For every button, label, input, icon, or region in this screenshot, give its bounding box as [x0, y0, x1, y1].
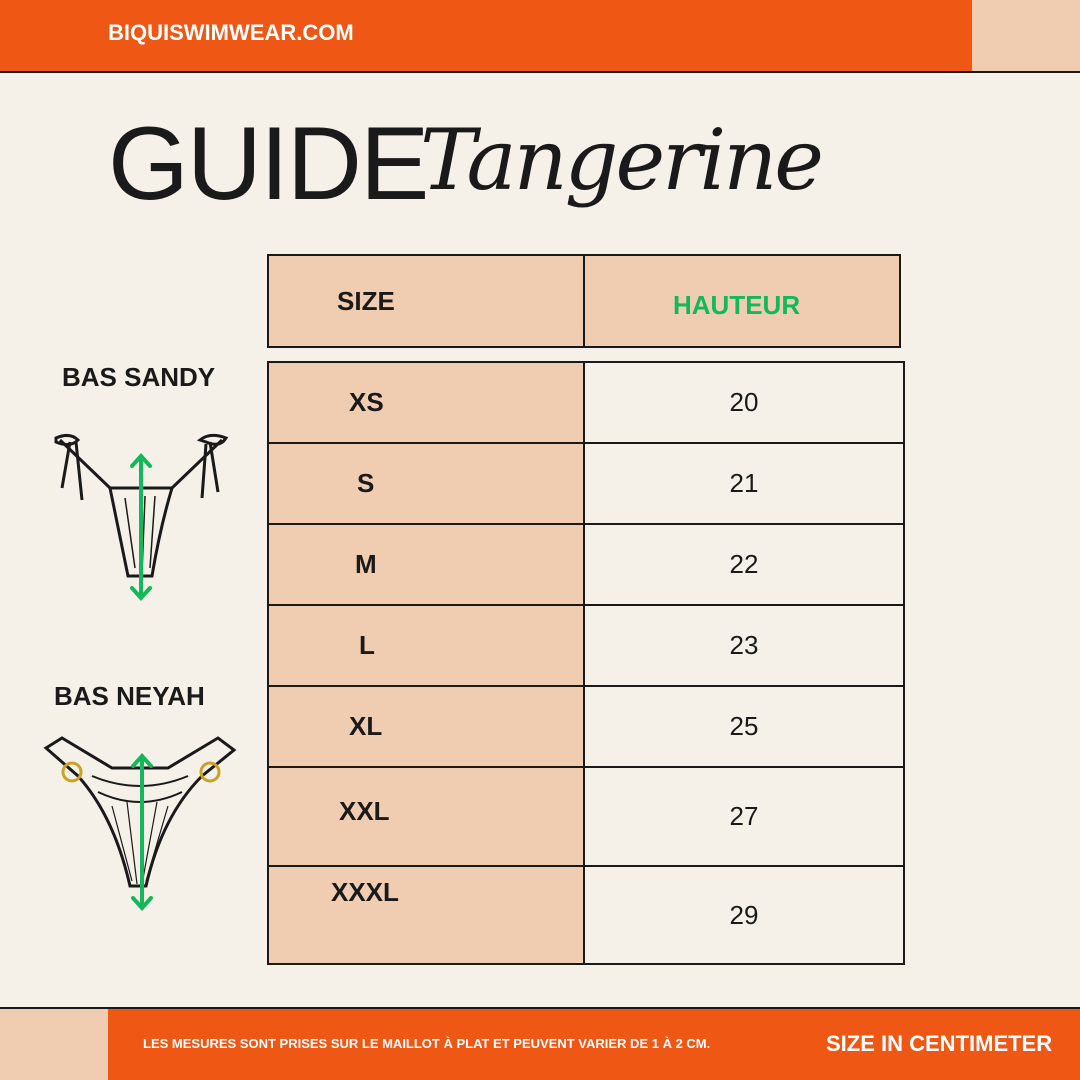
table-row: XL 25 — [267, 685, 905, 768]
value-cell: 25 — [583, 685, 905, 768]
table-row: M 22 — [267, 523, 905, 606]
value-cell: 29 — [583, 865, 905, 965]
header-hauteur: HAUTEUR — [583, 254, 901, 348]
footer-divider — [0, 1007, 1080, 1009]
table-row: S 21 — [267, 442, 905, 525]
value-cell: 23 — [583, 604, 905, 687]
size-cell: XXXL — [267, 865, 585, 965]
size-table: XS 20 S 21 M 22 L 23 XL 25 XXL 27 XXXL 29 — [267, 361, 905, 965]
unit-label: SIZE IN CENTIMETER — [826, 1031, 1053, 1056]
value-cell: 22 — [583, 523, 905, 606]
product-label-neyah: BAS NEYAH — [54, 681, 205, 711]
size-cell: XXL — [267, 766, 585, 867]
header-divider — [0, 71, 1080, 73]
bikini-tie-bottom-icon — [54, 433, 229, 601]
value-cell: 27 — [583, 766, 905, 867]
size-cell: M — [267, 523, 585, 606]
size-cell: S — [267, 442, 585, 525]
table-row: XXL 27 — [267, 766, 905, 867]
size-cell: XS — [267, 361, 585, 444]
title-guide: GUIDE — [108, 106, 429, 222]
table-row: XS 20 — [267, 361, 905, 444]
size-cell: L — [267, 604, 585, 687]
header-bar — [0, 0, 972, 72]
header-accent-block — [972, 0, 1080, 72]
table-row: L 23 — [267, 604, 905, 687]
site-url[interactable]: BIQUISWIMWEAR.COM — [108, 20, 354, 45]
bikini-ring-bottom-icon — [43, 736, 237, 911]
footer-accent-block — [0, 1009, 108, 1080]
value-cell: 20 — [583, 361, 905, 444]
header-size: SIZE — [267, 254, 585, 348]
value-cell: 21 — [583, 442, 905, 525]
product-label-sandy: BAS SANDY — [62, 362, 216, 392]
title-collection: Tangerine — [420, 111, 824, 209]
table-row: XXXL 29 — [267, 865, 905, 965]
measurement-note: LES MESURES SONT PRISES SUR LE MAILLOT À… — [143, 1036, 711, 1051]
footer-bar — [108, 1009, 1080, 1080]
size-cell: XL — [267, 685, 585, 768]
